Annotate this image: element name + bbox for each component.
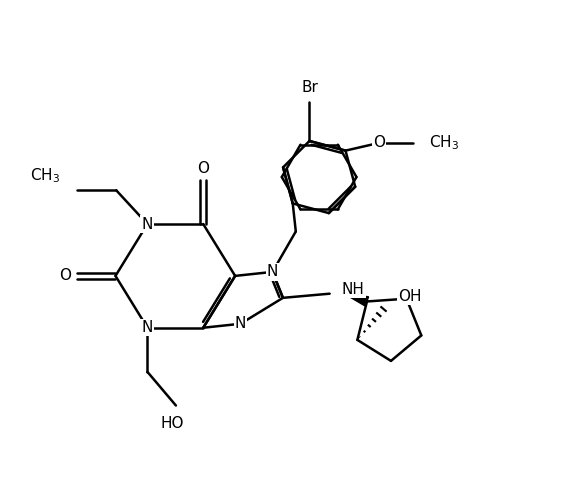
Text: N: N (235, 316, 246, 331)
Text: N: N (267, 264, 278, 279)
Text: N: N (142, 320, 153, 335)
Text: O: O (197, 160, 209, 176)
Text: HO: HO (160, 416, 184, 431)
Text: CH$_3$: CH$_3$ (429, 133, 459, 152)
Text: O: O (373, 135, 385, 150)
Text: NH: NH (342, 282, 365, 297)
Polygon shape (344, 294, 368, 306)
Text: O: O (59, 268, 71, 283)
Text: OH: OH (398, 289, 421, 304)
Text: Br: Br (301, 80, 318, 95)
Text: N: N (142, 216, 153, 231)
Text: CH$_3$: CH$_3$ (29, 167, 60, 185)
